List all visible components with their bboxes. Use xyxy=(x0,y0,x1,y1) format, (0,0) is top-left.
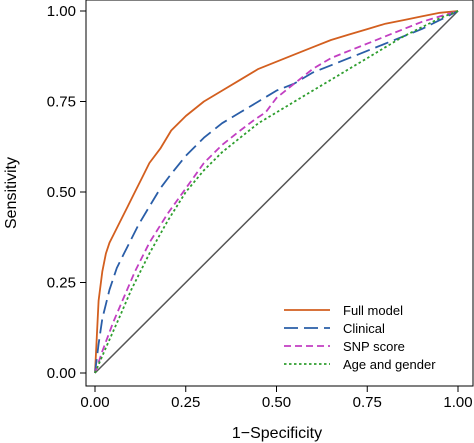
x-axis-title: 1−Specificity xyxy=(232,425,322,442)
reference-diagonal-line xyxy=(94,10,459,374)
y-tick-label: 0.75 xyxy=(47,94,76,111)
series-line-2 xyxy=(94,10,459,374)
x-tick-label: 0.00 xyxy=(80,394,109,411)
series-line-3 xyxy=(94,10,459,374)
y-axis-title: Sensitivity xyxy=(3,157,20,229)
legend-label: SNP score xyxy=(343,339,405,354)
x-tick-label: 0.75 xyxy=(353,394,382,411)
legend-label: Clinical xyxy=(343,321,385,336)
x-tick-label: 1.00 xyxy=(443,394,472,411)
x-tick-label: 0.25 xyxy=(171,394,200,411)
series-group xyxy=(94,10,459,374)
legend-label: Age and gender xyxy=(343,357,436,372)
y-tick-label: 0.50 xyxy=(47,184,76,201)
x-axis: 0.00 0.25 0.50 0.75 1.00 xyxy=(80,386,473,411)
series-line-1 xyxy=(94,10,459,374)
x-tick-label: 0.50 xyxy=(262,394,291,411)
legend-box xyxy=(277,300,459,370)
y-axis: 0.00 0.25 0.50 0.75 1.00 xyxy=(47,3,86,382)
series-line-4 xyxy=(94,10,459,374)
legend: Full model Clinical SNP score Age and gende… xyxy=(277,300,459,372)
y-tick-label: 0.00 xyxy=(47,365,76,382)
legend-label: Full model xyxy=(343,303,403,318)
y-tick-label: 1.00 xyxy=(47,3,76,20)
y-tick-label: 0.25 xyxy=(47,275,76,292)
